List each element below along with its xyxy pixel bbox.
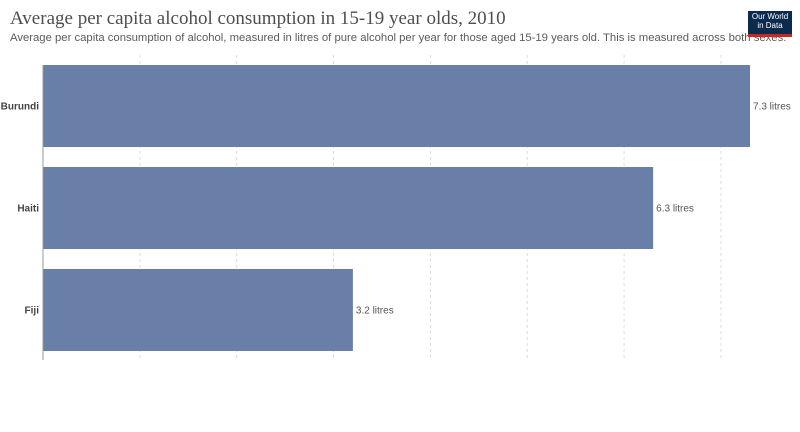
chart-subtitle: Average per capita consumption of alcoho… (10, 32, 787, 44)
logo-line-1: Our World (751, 12, 789, 21)
value-label: 7.3 litres (753, 102, 791, 113)
bar[interactable] (43, 65, 750, 147)
owid-logo[interactable]: Our World in Data (748, 11, 792, 37)
category-label: Haiti (17, 204, 39, 215)
value-label: 6.3 litres (656, 204, 694, 215)
bar[interactable] (43, 269, 353, 351)
logo-line-2: in Data (757, 21, 783, 30)
value-label: 3.2 litres (356, 306, 394, 317)
bar[interactable] (43, 167, 654, 249)
category-label: Fiji (25, 306, 40, 317)
category-label: Burundi (1, 102, 40, 113)
chart-title: Average per capita alcohol consumption i… (10, 8, 506, 29)
